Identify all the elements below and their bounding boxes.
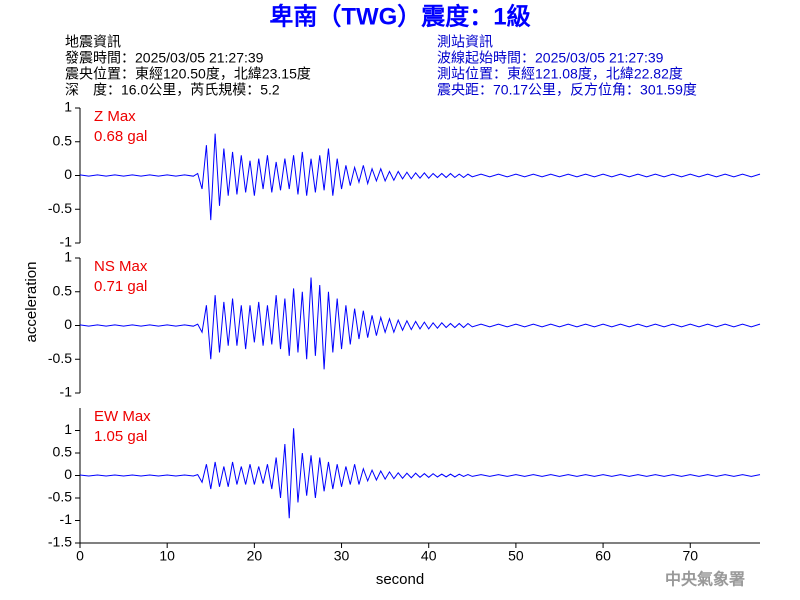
- y-tick-label: 0: [64, 166, 72, 182]
- trace-max: 0.68 gal: [94, 128, 147, 145]
- trace-name: NS Max: [94, 258, 148, 275]
- info-right: 測站資訊: [437, 34, 493, 50]
- x-tick-label: 70: [682, 548, 698, 564]
- y-tick-label: -1.5: [48, 534, 72, 550]
- chart-title: 卑南（TWG）震度：1級: [269, 2, 530, 30]
- y-axis-label: acceleration: [23, 262, 40, 343]
- x-tick-label: 60: [595, 548, 611, 564]
- y-tick-label: 1: [64, 249, 72, 265]
- y-tick-label: 0.5: [53, 132, 73, 148]
- waveform: [79, 133, 761, 221]
- y-tick-label: -0.5: [48, 489, 72, 505]
- y-tick-label: -0.5: [48, 350, 72, 366]
- info-left: 地震資訊: [65, 34, 121, 50]
- y-tick-label: -1: [60, 234, 73, 250]
- y-tick-label: 0.5: [53, 282, 73, 298]
- info-right: 震央距：70.17公里，反方位角：301.59度: [437, 82, 697, 98]
- footer-logo: 中央氣象署: [665, 570, 745, 589]
- y-tick-label: 1: [64, 421, 72, 437]
- info-right: 波線起始時間：2025/03/05 21:27:39: [437, 50, 664, 66]
- waveform: [79, 428, 761, 519]
- x-axis-label: second: [376, 571, 424, 588]
- trace-name: Z Max: [94, 108, 136, 125]
- x-tick-label: 10: [159, 548, 175, 564]
- y-tick-label: 0: [64, 316, 72, 332]
- x-tick-label: 20: [247, 548, 263, 564]
- trace-name: EW Max: [94, 408, 151, 425]
- info-left: 震央位置：東經120.50度，北緯23.15度: [65, 66, 311, 82]
- x-tick-label: 30: [334, 548, 350, 564]
- info-left: 深 度：16.0公里，芮氏規模：5.2: [65, 82, 280, 98]
- y-tick-label: 0.5: [53, 444, 73, 460]
- info-right: 測站位置：東經121.08度，北緯22.82度: [437, 66, 683, 82]
- info-left: 發震時間：2025/03/05 21:27:39: [65, 50, 264, 66]
- y-tick-label: -1: [60, 384, 73, 400]
- waveform: [79, 277, 761, 370]
- y-tick-label: -1: [60, 511, 73, 527]
- x-tick-label: 0: [76, 548, 84, 564]
- trace-max: 0.71 gal: [94, 278, 147, 295]
- y-tick-label: -0.5: [48, 200, 72, 216]
- trace-max: 1.05 gal: [94, 428, 147, 445]
- y-tick-label: 1: [64, 99, 72, 115]
- x-tick-label: 50: [508, 548, 524, 564]
- x-tick-label: 40: [421, 548, 437, 564]
- y-tick-label: 0: [64, 466, 72, 482]
